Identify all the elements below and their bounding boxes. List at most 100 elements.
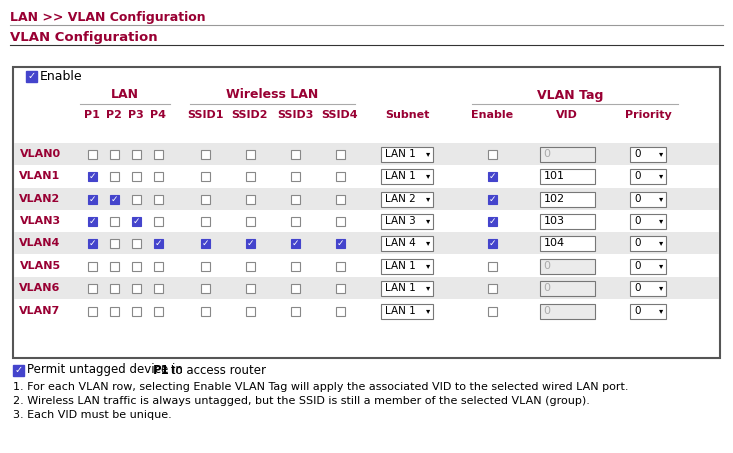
Bar bbox=[201, 149, 210, 159]
Text: Subnet: Subnet bbox=[385, 110, 430, 120]
Bar bbox=[290, 307, 300, 315]
Text: ▾: ▾ bbox=[426, 149, 430, 159]
Bar bbox=[26, 71, 37, 82]
Text: ✓: ✓ bbox=[110, 194, 118, 203]
Bar bbox=[290, 149, 300, 159]
Text: ▾: ▾ bbox=[426, 172, 430, 180]
Bar bbox=[131, 149, 141, 159]
Bar bbox=[13, 365, 24, 376]
Text: ✓: ✓ bbox=[291, 238, 299, 247]
Text: ▾: ▾ bbox=[659, 217, 663, 226]
Text: ✓: ✓ bbox=[246, 238, 254, 247]
Bar bbox=[539, 213, 594, 228]
Text: LAN 3: LAN 3 bbox=[385, 216, 416, 226]
Bar bbox=[336, 194, 345, 203]
Bar bbox=[381, 192, 433, 207]
Bar bbox=[131, 307, 141, 315]
Bar bbox=[201, 261, 210, 270]
Text: LAN 4: LAN 4 bbox=[385, 238, 416, 248]
Text: 0: 0 bbox=[634, 194, 641, 204]
Text: LAN 1: LAN 1 bbox=[385, 171, 416, 181]
Text: SSID1: SSID1 bbox=[187, 110, 224, 120]
Bar bbox=[13, 67, 720, 358]
Text: VLAN Configuration: VLAN Configuration bbox=[10, 31, 158, 44]
Text: VLAN1: VLAN1 bbox=[19, 171, 61, 181]
Text: ✓: ✓ bbox=[15, 365, 23, 375]
Text: 0: 0 bbox=[634, 261, 641, 271]
Bar bbox=[109, 172, 119, 180]
Text: Enable: Enable bbox=[471, 110, 513, 120]
Bar bbox=[131, 172, 141, 180]
Bar bbox=[336, 261, 345, 270]
Text: ✓: ✓ bbox=[88, 194, 96, 203]
Bar bbox=[109, 194, 119, 203]
Text: 0: 0 bbox=[634, 283, 641, 293]
Text: ✓: ✓ bbox=[27, 71, 36, 81]
Text: ✓: ✓ bbox=[488, 217, 496, 226]
Bar bbox=[487, 149, 496, 159]
Bar bbox=[290, 238, 300, 247]
Bar bbox=[246, 194, 254, 203]
Bar bbox=[87, 238, 97, 247]
Bar bbox=[153, 238, 163, 247]
Text: ✓: ✓ bbox=[202, 238, 209, 247]
Text: ▾: ▾ bbox=[426, 284, 430, 293]
Text: P1: P1 bbox=[153, 363, 170, 376]
Bar bbox=[539, 304, 594, 318]
Text: 0: 0 bbox=[634, 171, 641, 181]
Bar bbox=[290, 172, 300, 180]
Bar bbox=[201, 217, 210, 226]
Bar bbox=[153, 261, 163, 270]
Bar bbox=[630, 192, 666, 207]
Bar bbox=[630, 280, 666, 295]
Text: LAN 2: LAN 2 bbox=[385, 194, 416, 204]
Text: ✓: ✓ bbox=[488, 238, 496, 247]
Bar bbox=[630, 146, 666, 162]
Text: 102: 102 bbox=[543, 194, 564, 204]
Bar bbox=[87, 217, 97, 226]
Text: LAN 1: LAN 1 bbox=[385, 306, 416, 316]
Bar bbox=[381, 169, 433, 183]
Text: VLAN5: VLAN5 bbox=[20, 261, 61, 271]
Bar bbox=[109, 284, 119, 293]
Text: P1: P1 bbox=[84, 110, 100, 120]
Bar bbox=[487, 238, 496, 247]
Bar bbox=[131, 261, 141, 270]
Text: LAN: LAN bbox=[111, 88, 139, 101]
Bar bbox=[336, 284, 345, 293]
Text: SSID4: SSID4 bbox=[322, 110, 358, 120]
Text: VLAN2: VLAN2 bbox=[19, 194, 61, 204]
Bar bbox=[336, 307, 345, 315]
Text: 0: 0 bbox=[634, 149, 641, 159]
Text: LAN 1: LAN 1 bbox=[385, 283, 416, 293]
Bar bbox=[487, 217, 496, 226]
Text: ▾: ▾ bbox=[659, 284, 663, 293]
Text: ▾: ▾ bbox=[426, 238, 430, 247]
Bar bbox=[630, 169, 666, 183]
Text: to access router: to access router bbox=[167, 363, 266, 376]
Bar bbox=[87, 172, 97, 180]
Text: VLAN6: VLAN6 bbox=[19, 283, 61, 293]
Bar bbox=[87, 307, 97, 315]
Bar bbox=[381, 213, 433, 228]
Bar bbox=[87, 284, 97, 293]
Bar bbox=[290, 217, 300, 226]
Bar bbox=[201, 284, 210, 293]
Text: LAN 1: LAN 1 bbox=[385, 261, 416, 271]
Text: ▾: ▾ bbox=[426, 261, 430, 270]
Bar bbox=[630, 259, 666, 274]
Bar bbox=[153, 172, 163, 180]
Text: ▾: ▾ bbox=[659, 238, 663, 247]
Bar bbox=[109, 238, 119, 247]
Bar bbox=[109, 261, 119, 270]
Bar bbox=[487, 172, 496, 180]
Text: ▾: ▾ bbox=[659, 194, 663, 203]
Bar bbox=[87, 194, 97, 203]
Bar bbox=[131, 238, 141, 247]
Text: ✓: ✓ bbox=[336, 238, 344, 247]
Bar bbox=[336, 238, 345, 247]
Bar bbox=[201, 172, 210, 180]
Text: SSID2: SSID2 bbox=[232, 110, 268, 120]
Bar bbox=[630, 236, 666, 251]
Bar bbox=[336, 149, 345, 159]
